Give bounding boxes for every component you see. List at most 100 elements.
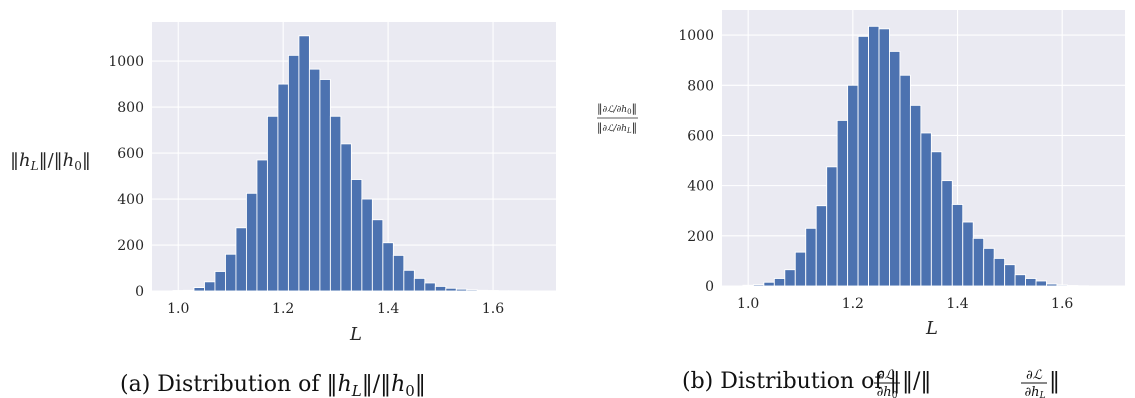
svg-text:‖∂ℒ/∂h0‖: ‖∂ℒ/∂h0‖ — [597, 102, 637, 116]
svg-text:‖/‖: ‖/‖ — [902, 369, 931, 394]
chart-b-bar — [909, 104, 922, 287]
chart-b-bar — [889, 50, 901, 287]
chart-b-bar — [805, 227, 817, 287]
chart-b-bar — [784, 269, 796, 287]
chart-b-bar — [1004, 264, 1016, 287]
chart-b-y-tick-label: 800 — [687, 78, 714, 94]
chart-a-bar — [319, 79, 331, 292]
svg-text:∂ℒ: ∂ℒ — [1026, 368, 1043, 383]
chart-a-bar — [382, 242, 394, 292]
chart-a-bar — [466, 289, 478, 292]
chart-a-bar — [403, 269, 415, 292]
chart-b-y-tick-label: 200 — [687, 229, 714, 245]
chart-b-bar — [1056, 284, 1068, 287]
chart-a-bar — [424, 282, 436, 292]
chart-a-x-axis-label: L — [349, 324, 362, 345]
chart-a-y-tick-label: 200 — [117, 238, 144, 254]
chart-b-bar — [847, 84, 859, 287]
chart-a-bar — [329, 115, 342, 292]
chart-b-y-tick-label: 600 — [687, 128, 714, 144]
chart-a-x-tick-label: 1.4 — [377, 301, 399, 317]
chart-b-x-tick-label: 1.0 — [737, 296, 759, 312]
chart-b-bar — [742, 284, 754, 287]
chart-a-bar — [308, 68, 321, 292]
chart-a-bar — [204, 281, 216, 292]
chart-b-bar — [868, 25, 880, 287]
svg-text:‖∂ℒ/∂hL‖: ‖∂ℒ/∂hL‖ — [597, 121, 637, 135]
chart-b-bar — [826, 166, 838, 287]
chart-a-bar — [455, 288, 468, 292]
chart-a: 1.0 1.2 1.4 1.6 0 200 400 600 800 1000 L ‖hL‖/‖h… — [10, 22, 556, 398]
chart-a-y-tick-label: 0 — [135, 284, 144, 300]
chart-b-bar — [993, 257, 1006, 287]
chart-a-bar — [287, 54, 300, 292]
chart-b-y-tick-label: 400 — [687, 179, 714, 195]
chart-b-y-tick-label: 1000 — [678, 28, 714, 44]
chart-b-x-tick-label: 1.2 — [842, 296, 864, 312]
chart-b-bar — [920, 132, 932, 287]
chart-b-bar — [763, 281, 775, 287]
svg-text:(a) Distribution of ‖hL‖/‖h0‖: (a) Distribution of ‖hL‖/‖h0‖ — [120, 372, 426, 398]
chart-b-y-tick-label: 0 — [705, 279, 714, 295]
chart-b-x-axis-label: L — [925, 318, 938, 339]
chart-a-bar — [350, 179, 363, 292]
chart-b-bars — [742, 25, 1089, 287]
chart-a-bar — [434, 285, 447, 292]
chart-b-bar — [1046, 283, 1058, 287]
chart-b-y-ticks: 0 200 400 600 800 1000 — [678, 28, 714, 295]
chart-b: 1.0 1.2 1.4 1.6 0 200 400 600 800 1000 L ‖∂ℒ/∂h0… — [597, 10, 1125, 398]
chart-b-bar — [815, 205, 828, 287]
chart-b-bar — [930, 151, 943, 287]
chart-a-bar — [392, 254, 405, 292]
chart-a-bar — [193, 287, 205, 292]
chart-a-bar — [298, 35, 310, 292]
chart-b-bar — [857, 35, 869, 287]
chart-b-bar — [1025, 278, 1037, 287]
chart-a-x-tick-label: 1.6 — [482, 301, 504, 317]
chart-a-x-tick-label: 1.0 — [167, 301, 189, 317]
chart-a-y-axis-label: ‖hL‖/‖h0‖ — [10, 150, 91, 173]
chart-a-y-tick-label: 600 — [117, 146, 144, 162]
chart-b-bar — [962, 221, 974, 287]
chart-a-bar — [245, 192, 258, 292]
chart-b-bar — [752, 284, 765, 287]
chart-b-bar — [951, 204, 964, 287]
chart-a-x-ticks: 1.0 1.2 1.4 1.6 — [167, 301, 504, 317]
chart-a-bar — [183, 289, 195, 292]
chart-a-bar — [214, 271, 226, 292]
chart-a-y-tick-label: 800 — [117, 100, 144, 116]
chart-a-bar — [361, 198, 373, 292]
chart-a-bar — [225, 253, 237, 292]
chart-a-bar — [371, 219, 384, 292]
chart-a-y-tick-label: 1000 — [108, 54, 144, 70]
chart-a-bar — [235, 227, 247, 292]
chart-b-x-tick-label: 1.4 — [946, 296, 968, 312]
chart-a-bar — [256, 159, 268, 292]
chart-b-bar — [773, 278, 786, 287]
chart-b-bar — [1066, 285, 1079, 287]
chart-b-bar — [972, 237, 985, 287]
chart-b-caption: (b) Distribution of ‖ ∂ℒ ∂h0 ‖/‖ ∂ℒ ∂hL … — [682, 368, 1060, 398]
chart-a-x-tick-label: 1.2 — [272, 301, 294, 317]
chart-a-y-tick-label: 400 — [117, 192, 144, 208]
chart-a-bar — [413, 277, 426, 292]
chart-a-bar — [277, 83, 289, 292]
svg-text:‖hL‖/‖h0‖: ‖hL‖/‖h0‖ — [10, 150, 91, 173]
svg-text:∂hL: ∂hL — [1024, 385, 1045, 398]
svg-text:(b) Distribution of ‖: (b) Distribution of ‖ — [682, 369, 901, 394]
chart-a-bar — [445, 287, 457, 292]
chart-b-y-axis-label: ‖∂ℒ/∂h0‖ ‖∂ℒ/∂hL‖ — [597, 102, 638, 135]
chart-b-bar — [1014, 274, 1027, 287]
chart-b-bar — [794, 251, 807, 287]
chart-a-caption: (a) Distribution of ‖hL‖/‖h0‖ — [120, 372, 426, 398]
chart-b-bar — [1035, 280, 1047, 287]
chart-b-x-tick-label: 1.6 — [1051, 296, 1073, 312]
svg-text:‖: ‖ — [1049, 369, 1060, 394]
chart-b-bar — [899, 74, 911, 287]
chart-b-bar — [941, 180, 953, 287]
chart-a-bar — [266, 115, 279, 292]
chart-a-bars — [172, 35, 520, 292]
chart-a-bar — [476, 289, 489, 292]
chart-b-bar — [878, 28, 890, 287]
